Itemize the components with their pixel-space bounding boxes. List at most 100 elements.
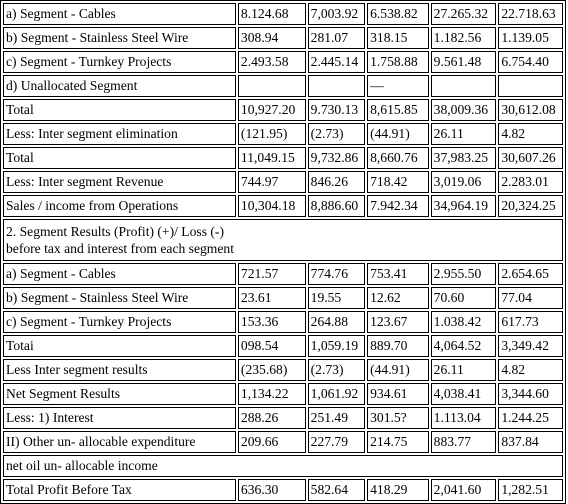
table-row: a) Segment - Cables 8.124.68 7,003.92 6.538…: [3, 3, 563, 25]
value-cell: 30,607.26: [498, 147, 563, 169]
row-label: Sales / income from Operations: [3, 195, 236, 217]
value-cell: 2.654.65: [498, 263, 563, 285]
table-row: d) Unallocated Segment —: [3, 75, 563, 97]
value-cell: 9.561.48: [430, 51, 497, 73]
value-cell: 27.265.32: [430, 3, 497, 25]
table-row: Less: Inter segment elimination (121.95)(…: [3, 123, 563, 145]
table-row: Less: 1) Interest 288.26 251.49 301.5? 1.113…: [3, 407, 563, 429]
value-cell: 6.754.40: [498, 51, 563, 73]
value-cell: 774.76: [307, 263, 366, 285]
total-row: Total Profit Before Tax 636.30 582.64 418.2…: [3, 479, 563, 501]
value-cell: 721.57: [237, 263, 306, 285]
value-cell: 288.26: [237, 407, 306, 429]
section-heading: 2. Segment Results (Profit) (+)/ Loss (-…: [3, 219, 563, 261]
value-cell: 301.5?: [367, 407, 429, 429]
value-cell: 8,886.60: [307, 195, 366, 217]
value-cell: 7,003.92: [307, 3, 366, 25]
value-cell: 38,009.36: [430, 99, 497, 121]
value-cell: 19.55: [307, 287, 366, 309]
value-cell: (44.91): [367, 123, 429, 145]
value-cell: 264.88: [307, 311, 366, 333]
value-cell: 9,732.86: [307, 147, 366, 169]
value-cell: 2.445.14: [307, 51, 366, 73]
value-cell: 837.84: [498, 431, 563, 453]
value-cell: 1.038.42: [430, 311, 497, 333]
value-cell: 7.942.34: [367, 195, 429, 217]
row-label: Total Profit Before Tax: [3, 479, 236, 501]
table-row: Total 11,049.15 9,732.86 8,660.76 37,983.25 3…: [3, 147, 563, 169]
value-cell: 1.758.88: [367, 51, 429, 73]
row-label: b) Segment - Stainless Steel Wire: [3, 287, 236, 309]
value-cell: 2,041.60: [430, 479, 497, 501]
row-label: b) Segment - Stainless Steel Wire: [3, 27, 236, 49]
value-cell: 209.66: [237, 431, 306, 453]
value-cell: [498, 75, 563, 97]
value-cell: [307, 75, 366, 97]
value-cell: 098.54: [237, 335, 306, 357]
value-cell: 26.11: [430, 359, 497, 381]
row-label: d) Unallocated Segment: [3, 75, 236, 97]
value-cell: 153.36: [237, 311, 306, 333]
table-row: Sales / income from Operations 10,304.18 8…: [3, 195, 563, 217]
section-heading-row: 2. Segment Results (Profit) (+)/ Loss (-…: [3, 219, 563, 261]
value-cell: 308.94: [237, 27, 306, 49]
value-cell: 934.61: [367, 383, 429, 405]
value-cell: 889.70: [367, 335, 429, 357]
value-cell: 2.955.50: [430, 263, 497, 285]
row-label: c) Segment - Turnkey Projects: [3, 311, 236, 333]
value-cell: 37,983.25: [430, 147, 497, 169]
table-row: c) Segment - Turnkey Projects 153.36 264.8…: [3, 311, 563, 333]
value-cell: 20,324.25: [498, 195, 563, 217]
value-cell: 8,660.76: [367, 147, 429, 169]
value-cell: (235.68): [237, 359, 306, 381]
value-cell: 26.11: [430, 123, 497, 145]
value-cell: 846.26: [307, 171, 366, 193]
value-cell: 582.64: [307, 479, 366, 501]
value-cell: 4,038.41: [430, 383, 497, 405]
value-cell: 418.29: [367, 479, 429, 501]
value-cell: 1,061.92: [307, 383, 366, 405]
table-row: c) Segment - Turnkey Projects 2.493.58 2.4…: [3, 51, 563, 73]
value-cell: 744.97: [237, 171, 306, 193]
row-label: a) Segment - Cables: [3, 263, 236, 285]
row-label: Total: [3, 99, 236, 121]
value-cell: 23.61: [237, 287, 306, 309]
value-cell: (2.73): [307, 123, 366, 145]
value-cell: 3,019.06: [430, 171, 497, 193]
row-label: Less Inter segment results: [3, 359, 236, 381]
segment-table-body: a) Segment - Cables 8.124.68 7,003.92 6.538…: [3, 3, 563, 501]
value-cell: 227.79: [307, 431, 366, 453]
table-row: b) Segment - Stainless Steel Wire 308.94 2…: [3, 27, 563, 49]
row-label: Total: [3, 147, 236, 169]
row-label: Totai: [3, 335, 236, 357]
value-cell: 251.49: [307, 407, 366, 429]
table-row: a) Segment - Cables 721.57 774.76 753.41 2.9…: [3, 263, 563, 285]
value-cell: 883.77: [430, 431, 497, 453]
value-cell: (121.95): [237, 123, 306, 145]
row-label: a) Segment - Cables: [3, 3, 236, 25]
value-cell: 4.82: [498, 123, 563, 145]
value-cell: (2.73): [307, 359, 366, 381]
table-row: Net Segment Results 1,134.22 1,061.92 934.6…: [3, 383, 563, 405]
row-label: II) Other un- allocable expenditure: [3, 431, 236, 453]
value-cell: 281.07: [307, 27, 366, 49]
value-cell: 77.04: [498, 287, 563, 309]
value-cell: 1.182.56: [430, 27, 497, 49]
value-cell: 718.42: [367, 171, 429, 193]
value-cell: 11,049.15: [237, 147, 306, 169]
value-cell: 8,615.85: [367, 99, 429, 121]
value-cell: 10,927.20: [237, 99, 306, 121]
value-cell: 6.538.82: [367, 3, 429, 25]
value-cell: 2.283.01: [498, 171, 563, 193]
value-cell: 1.113.04: [430, 407, 497, 429]
row-label: Less: Inter segment elimination: [3, 123, 236, 145]
section-heading-line1: 2. Segment Results (Profit) (+)/ Loss (-…: [6, 224, 224, 239]
value-cell: 617.73: [498, 311, 563, 333]
value-cell: 1.139.05: [498, 27, 563, 49]
value-cell: [430, 75, 497, 97]
row-label: Net Segment Results: [3, 383, 236, 405]
value-cell: 753.41: [367, 263, 429, 285]
section-heading-line2: before tax and interest from each segmen…: [6, 241, 234, 256]
value-cell: 34,964.19: [430, 195, 497, 217]
table-row: b) Segment - Stainless Steel Wire 23.61 19…: [3, 287, 563, 309]
